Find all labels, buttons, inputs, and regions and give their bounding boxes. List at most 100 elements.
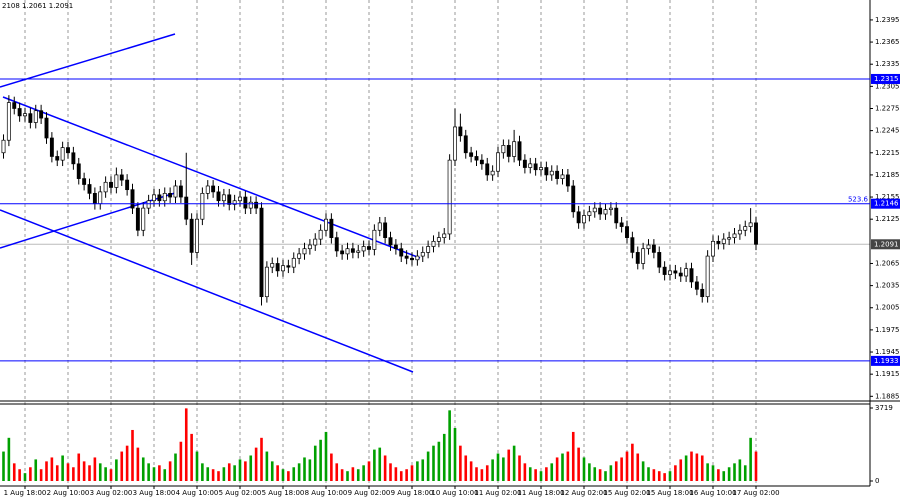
volume-bar xyxy=(340,469,344,481)
candle-body xyxy=(28,113,33,123)
candle-body xyxy=(17,108,22,117)
volume-bar xyxy=(351,467,355,481)
volume-bar xyxy=(163,469,167,481)
candle-body xyxy=(705,255,710,298)
candle-body xyxy=(254,201,259,209)
current-price-box xyxy=(871,239,900,250)
candle-body xyxy=(737,229,742,235)
candle-body xyxy=(76,163,81,179)
candle-body xyxy=(141,207,146,231)
level-box xyxy=(871,73,900,84)
candle-body xyxy=(135,207,140,231)
volume-bar xyxy=(749,437,752,481)
candle-body xyxy=(82,178,87,185)
volume-bar xyxy=(738,459,742,481)
volume-bar xyxy=(598,469,602,481)
candle-body xyxy=(6,102,11,141)
volume-bar xyxy=(211,469,215,481)
y-tick-label: 1.2365 xyxy=(875,38,900,46)
candle-body xyxy=(673,270,678,274)
candle-body xyxy=(195,218,199,253)
volume-bar xyxy=(636,453,640,481)
volume-bar xyxy=(507,449,511,481)
candle-body xyxy=(571,185,576,213)
candle-body xyxy=(748,222,753,227)
candle-body xyxy=(109,181,113,188)
volume-bar xyxy=(131,429,134,481)
candle-body xyxy=(576,211,581,224)
x-tick-label: 11 Aug 18:00 xyxy=(517,489,564,497)
candle-body xyxy=(291,257,296,268)
candle-body xyxy=(173,185,178,198)
candle-body xyxy=(410,257,414,261)
candle-body xyxy=(297,253,302,259)
volume-bar xyxy=(227,463,231,481)
volume-bar xyxy=(442,433,446,481)
candle-body xyxy=(711,240,715,257)
volume-bar xyxy=(588,463,591,481)
volume-bar xyxy=(244,461,247,481)
volume-bar xyxy=(555,457,559,481)
volume-bar xyxy=(313,445,317,481)
candle-body xyxy=(227,194,232,205)
candle-body xyxy=(727,237,732,240)
candle-body xyxy=(49,137,54,157)
volume-bar xyxy=(109,469,113,481)
volume-bar xyxy=(88,465,91,481)
candle-body xyxy=(614,207,619,224)
volume-bar xyxy=(260,437,263,481)
volume-bar xyxy=(29,467,32,481)
candle-body xyxy=(119,174,124,181)
y-tick-label: 1.2065 xyxy=(875,259,900,267)
volume-bar xyxy=(706,463,709,481)
volume-bar xyxy=(727,467,731,481)
candle-body xyxy=(125,179,130,191)
volume-bar xyxy=(292,467,296,481)
candle-body xyxy=(313,238,318,246)
volume-bar xyxy=(115,459,118,481)
candle-body xyxy=(447,159,452,235)
candle-body xyxy=(345,248,350,255)
volume-bar xyxy=(459,445,462,481)
volume-bar xyxy=(491,459,494,481)
volume-bar xyxy=(287,471,290,481)
volume-bar xyxy=(217,471,220,481)
volume-bar xyxy=(93,457,97,481)
volume-bar xyxy=(50,457,54,481)
volume-bar xyxy=(308,459,312,481)
candle-body xyxy=(259,207,264,298)
candle-body xyxy=(453,126,457,161)
candle-body xyxy=(479,159,484,165)
volume-bar xyxy=(652,469,656,481)
candle-body xyxy=(324,218,328,231)
candle-body xyxy=(716,240,721,244)
candle-body xyxy=(641,248,646,264)
candle-body xyxy=(184,196,189,220)
volume-bar xyxy=(23,473,27,481)
volume-bar xyxy=(389,463,392,481)
volume-bar xyxy=(695,453,699,481)
trend-line xyxy=(2,96,421,259)
volume-bar xyxy=(72,467,75,481)
volume-bar xyxy=(566,451,570,481)
x-tick-label: 2 Aug 10:00 xyxy=(47,489,90,497)
volume-bar xyxy=(249,455,253,481)
candle-body xyxy=(146,200,151,209)
volume-bar xyxy=(432,445,435,481)
candle-body xyxy=(700,288,705,298)
volume-bar xyxy=(125,445,129,481)
volume-bar xyxy=(158,465,161,481)
level-label: 1.2315 xyxy=(874,75,899,83)
volume-bar xyxy=(233,465,236,481)
volume-bar xyxy=(469,461,473,481)
volume-bar xyxy=(674,465,677,481)
y-tick-label: 1.2275 xyxy=(875,104,900,112)
candle-body xyxy=(388,237,393,246)
volume-bar xyxy=(330,453,333,481)
volume-bar xyxy=(238,459,242,481)
volume-bar xyxy=(297,463,301,481)
candle-body xyxy=(555,170,560,179)
candle-body xyxy=(608,207,613,210)
volume-bar xyxy=(77,453,81,481)
candle-body xyxy=(264,266,269,298)
